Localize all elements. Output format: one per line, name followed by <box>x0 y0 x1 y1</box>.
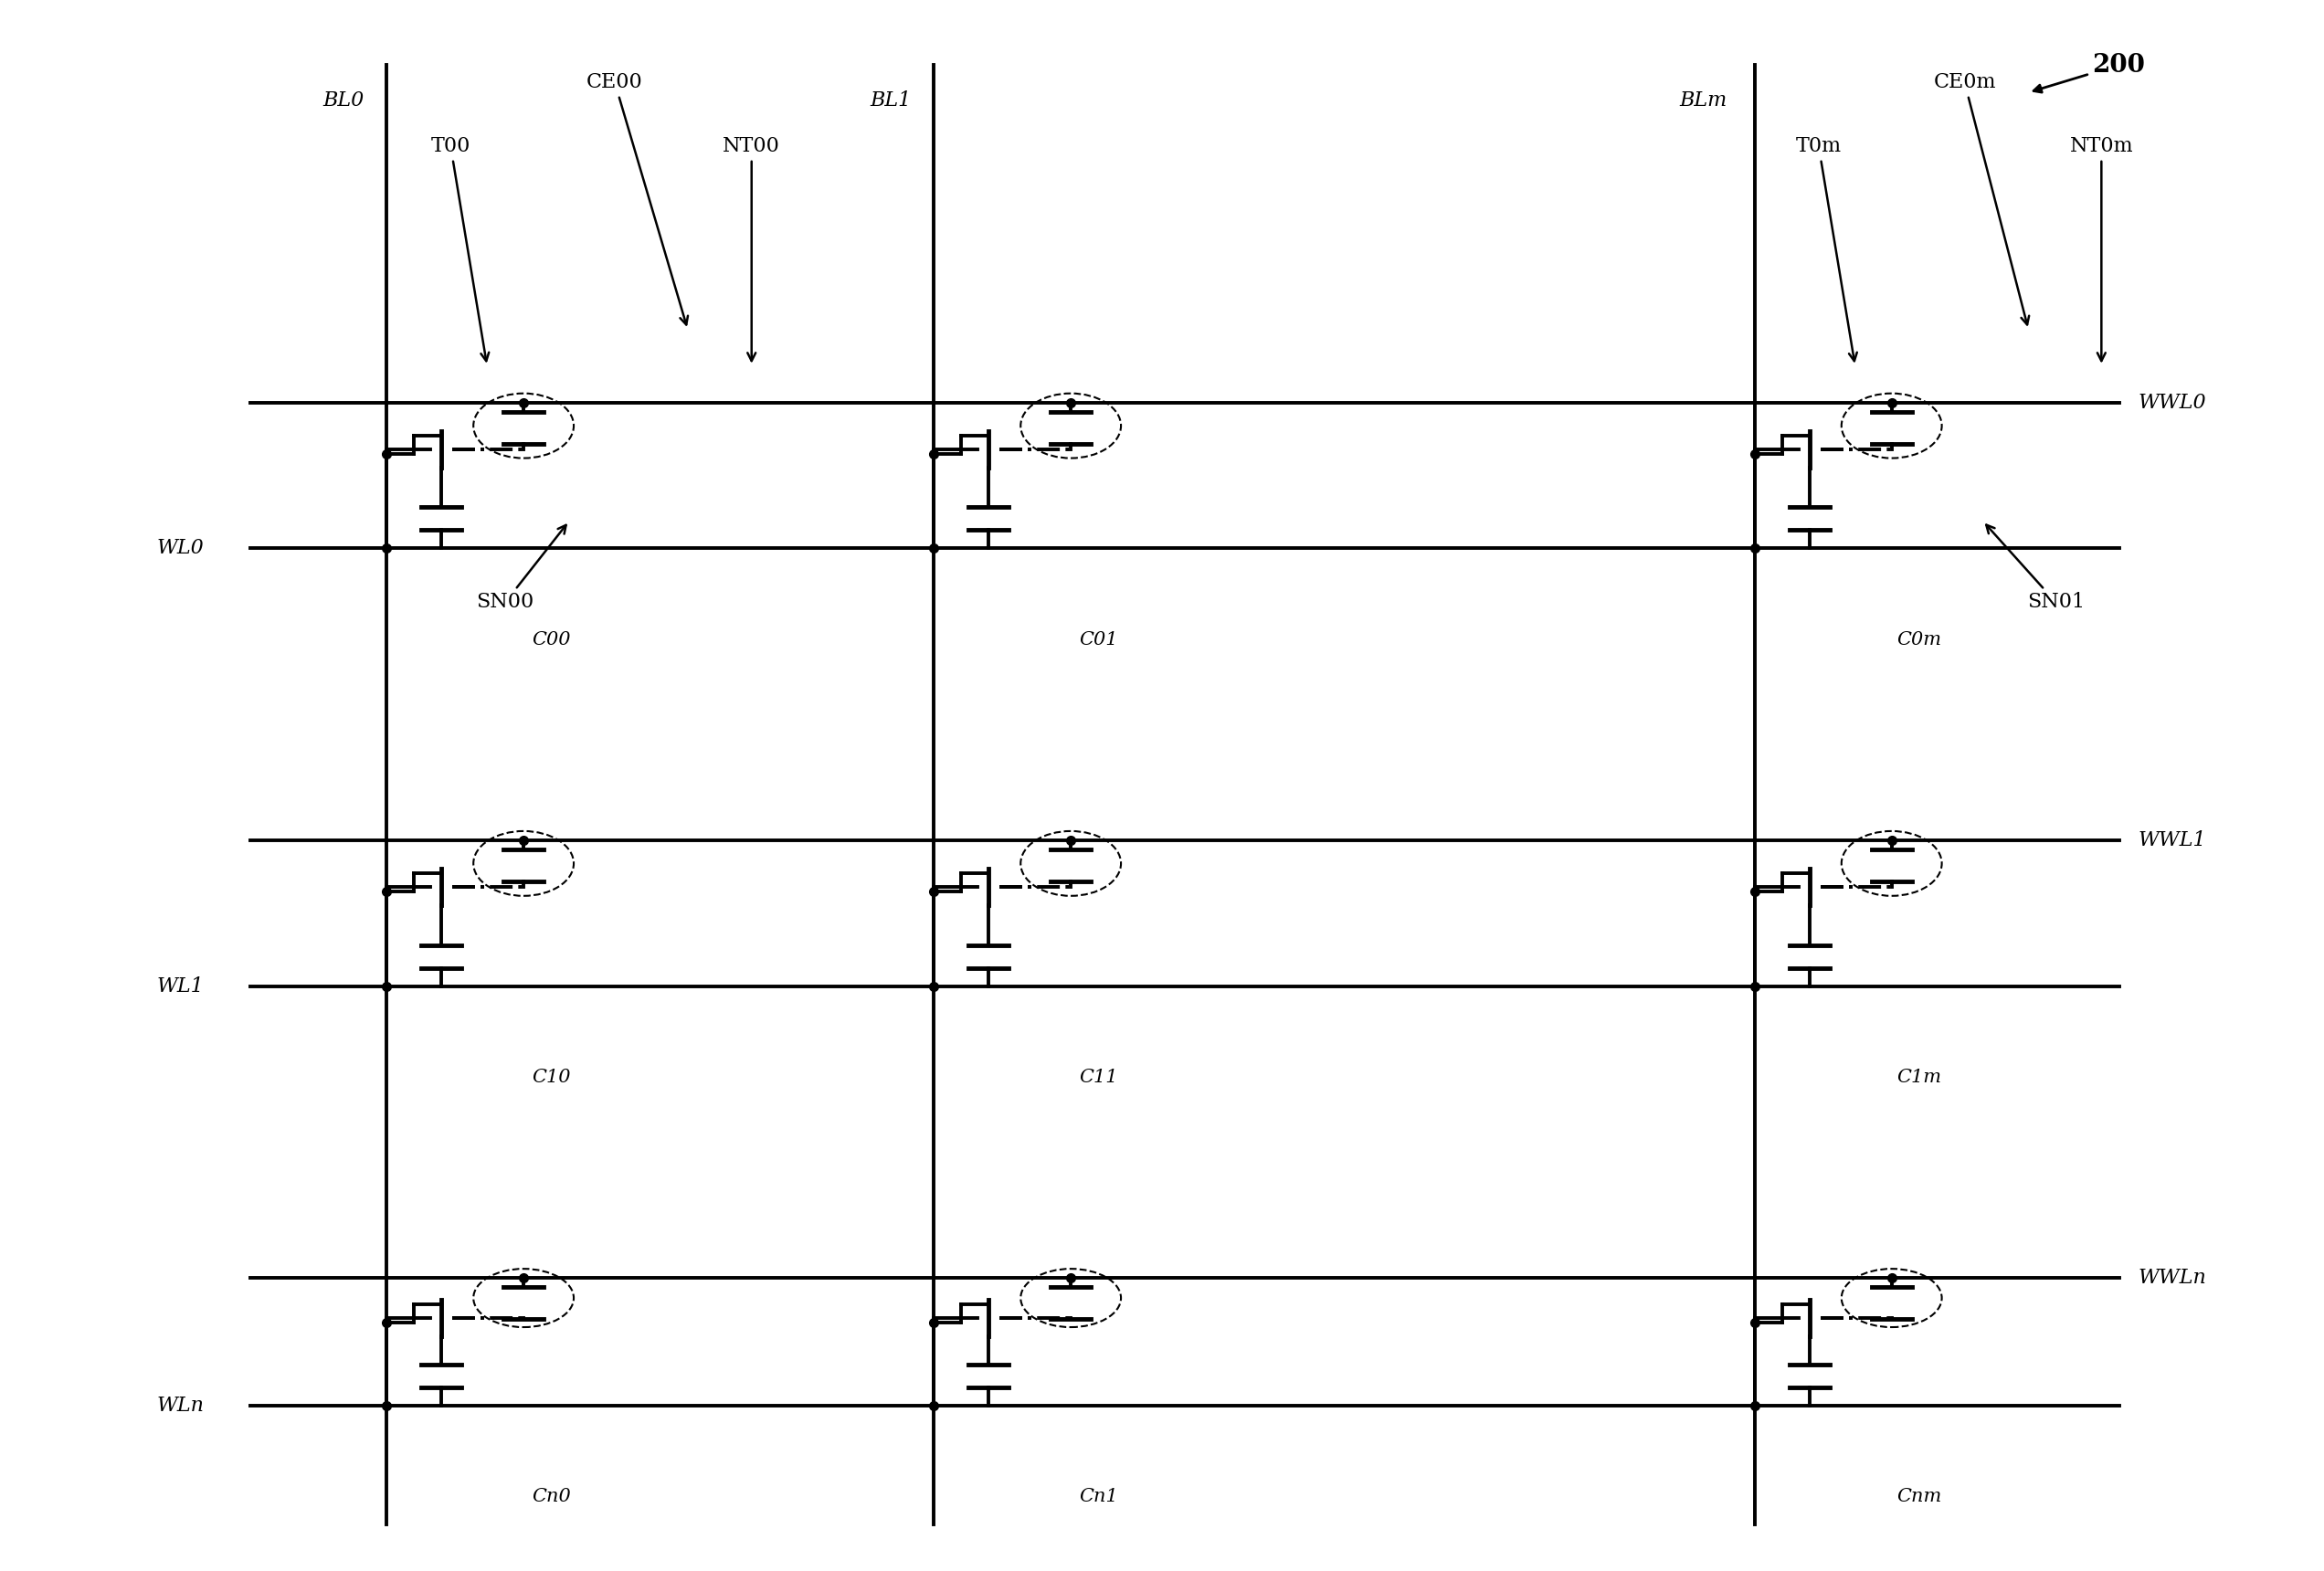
Text: C00: C00 <box>532 632 569 649</box>
Text: T0m: T0m <box>1796 137 1857 361</box>
Text: NT0m: NT0m <box>2071 137 2133 361</box>
Text: CE00: CE00 <box>586 72 688 325</box>
Text: Cn1: Cn1 <box>1078 1488 1118 1505</box>
Text: Cn0: Cn0 <box>532 1488 569 1505</box>
Text: C11: C11 <box>1078 1068 1118 1086</box>
Text: WLn: WLn <box>156 1395 205 1415</box>
Text: WWL0: WWL0 <box>2138 393 2205 413</box>
Text: Cnm: Cnm <box>1896 1488 1941 1505</box>
Text: C10: C10 <box>532 1068 569 1086</box>
Text: C0m: C0m <box>1896 632 1941 649</box>
Text: NT00: NT00 <box>723 137 781 361</box>
Text: BLm: BLm <box>1680 91 1727 110</box>
Text: WL0: WL0 <box>158 539 205 558</box>
Text: T00: T00 <box>430 137 488 361</box>
Text: BL0: BL0 <box>323 91 365 110</box>
Text: CE0m: CE0m <box>1934 72 2029 325</box>
Text: SN01: SN01 <box>1987 525 2085 613</box>
Text: 200: 200 <box>2034 53 2145 93</box>
Text: WWLn: WWLn <box>2138 1268 2205 1288</box>
Text: C01: C01 <box>1078 632 1118 649</box>
Text: SN00: SN00 <box>476 525 567 613</box>
Text: WL1: WL1 <box>158 976 205 996</box>
Text: BL1: BL1 <box>869 91 911 110</box>
Text: C1m: C1m <box>1896 1068 1941 1086</box>
Text: WWL1: WWL1 <box>2138 829 2205 850</box>
